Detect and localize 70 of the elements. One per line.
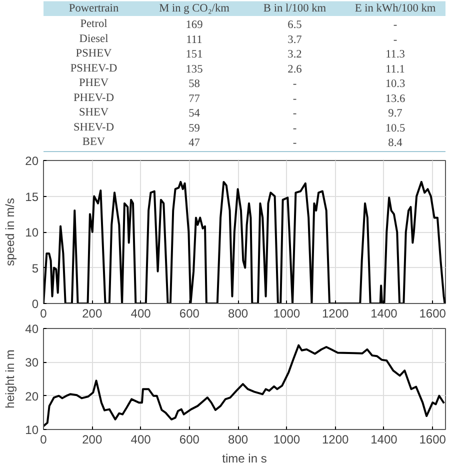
text: - (292, 108, 297, 120)
text: - (292, 92, 297, 105)
text: 8.4 (388, 137, 403, 150)
y-tick-label: 20 (25, 389, 39, 404)
text: 47 (188, 137, 200, 150)
category-label: M in g CO₂/km (159, 2, 230, 15)
x-tick-label: 600 (179, 432, 200, 446)
text: 3.7 (288, 34, 302, 46)
text: 77 (188, 92, 200, 105)
category-label: B in l/100 km (263, 2, 326, 15)
text: 6.5 (288, 19, 302, 32)
y-tick-label: 15 (25, 190, 39, 204)
y-tick-label: 5 (32, 261, 39, 276)
x-tick-label: 400 (130, 306, 152, 320)
x-tick-label: 200 (82, 306, 102, 320)
text: - (292, 122, 297, 134)
text: Diesel (79, 32, 108, 45)
category-label: E in kWh/100 km (354, 2, 436, 15)
x-tick-label: 600 (179, 306, 200, 320)
x-tick-label: 1400 (370, 306, 398, 320)
x-tick-label: 1400 (370, 432, 398, 446)
text: 169 (186, 19, 204, 32)
text: 111 (186, 34, 202, 46)
x-tick-label: 1200 (322, 306, 350, 320)
y-tick-label: 10 (25, 423, 39, 437)
x-tick-label: 800 (228, 432, 248, 446)
x-tick-label: 0 (40, 432, 48, 446)
x-tick-label: 1000 (273, 432, 300, 446)
y-tick-label: 20 (25, 154, 39, 168)
text: PHEV-D (74, 92, 114, 104)
y-tick-label: 10 (25, 226, 39, 240)
x-tick-label: 800 (228, 306, 248, 320)
x-tick-label: 0 (40, 306, 48, 320)
text: PSHEV-D (70, 62, 118, 74)
x-tick-label: 1600 (419, 432, 446, 446)
text: - (393, 19, 398, 32)
text: 58 (188, 78, 200, 90)
text: 9.7 (388, 108, 403, 120)
text: BEV (82, 136, 106, 148)
x-tick-label: 1600 (419, 306, 446, 320)
y-tick-label: 40 (25, 322, 39, 336)
category-label: Powertrain (68, 2, 119, 15)
text: 10.5 (385, 122, 406, 134)
text: - (292, 137, 297, 150)
text: SHEV (78, 106, 110, 119)
text: PSHEV (76, 48, 113, 60)
x-tick-label: 1200 (322, 432, 350, 446)
text: 13.6 (385, 92, 406, 105)
text: SHEV-D (74, 121, 114, 134)
text: 2.6 (288, 63, 302, 76)
text: PHEV (78, 77, 110, 90)
text: 11.3 (386, 48, 406, 61)
text: 3.2 (288, 48, 302, 61)
x-axis-title: time in s (222, 452, 267, 466)
y-tick-label: 0 (32, 297, 39, 311)
x-tick-label: 400 (130, 432, 152, 446)
text: 10.3 (385, 78, 406, 90)
y-axis-title: height in m (3, 350, 18, 408)
text: 59 (188, 122, 200, 134)
y-tick-label: 30 (25, 356, 39, 370)
text: - (292, 78, 297, 90)
text: 135 (186, 63, 204, 76)
y-axis-title: speed in m/s (3, 198, 18, 266)
text: 11.1 (386, 63, 405, 76)
text: 151 (186, 48, 203, 61)
x-tick-label: 200 (82, 432, 102, 446)
text: Petrol (80, 18, 108, 30)
x-tick-label: 1000 (273, 306, 300, 320)
text: - (393, 34, 398, 46)
text: 54 (188, 108, 200, 120)
